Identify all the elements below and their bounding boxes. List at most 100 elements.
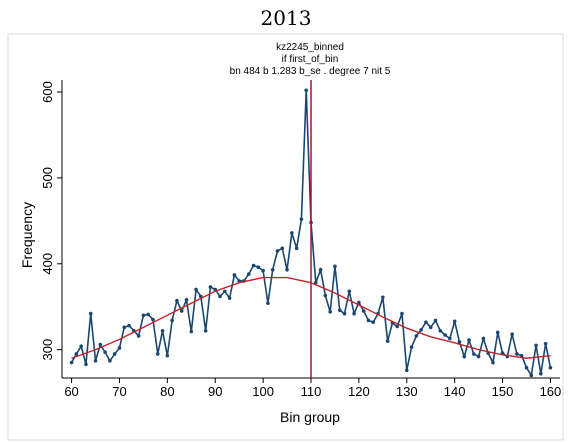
data-point [88,311,93,316]
data-point [433,318,438,323]
data-point [189,329,194,334]
data-point [155,352,160,356]
data-point [543,341,548,346]
data-point [69,360,74,365]
y-tick-label: 400 [40,253,55,275]
data-point [203,328,208,333]
data-point [381,295,385,300]
data-point [515,352,519,356]
data-point [467,338,471,343]
data-point [519,353,524,358]
data-point [385,339,390,343]
data-point [294,246,299,251]
data-point [462,354,467,359]
x-tick-label: 80 [160,384,174,399]
data-point [151,317,155,322]
x-tick-label: 140 [444,384,466,399]
data-point [256,265,261,270]
data-point [443,333,447,337]
data-point [328,310,332,314]
data-point [438,328,443,333]
data-point [333,264,337,269]
data-point [404,368,409,373]
data-point [419,328,423,332]
x-axis-label: Bin group [280,409,340,425]
data-point [313,280,318,285]
x-tick-label: 160 [540,384,562,399]
data-point [529,373,534,378]
subtitle: bn 484 b 1.283 b_se . degree 7 nit 5 [230,66,391,77]
data-point [424,320,428,324]
chart-title: 2013 [261,6,312,30]
data-point [299,217,304,221]
data-point [481,336,486,341]
data-point [428,325,433,330]
data-point [524,365,529,370]
data-point [218,294,222,299]
subtitle: if first_of_bin [282,54,339,65]
data-point [251,263,256,268]
data-point [146,312,150,317]
data-point [347,289,352,294]
data-point [495,330,500,335]
x-tick-label: 70 [112,384,126,399]
data-point [103,350,107,355]
data-point [448,336,452,341]
data-point [280,246,285,251]
y-tick-label: 500 [40,167,55,189]
data-point [74,352,79,356]
data-point [510,332,514,337]
data-point [136,334,141,338]
data-point [84,362,88,367]
data-point [127,323,131,328]
data-point [476,354,481,359]
data-point [337,308,342,312]
data-point [290,231,294,235]
y-axis-label: Frequency [19,202,35,268]
x-tick-label: 150 [492,384,514,399]
x-tick-label: 130 [396,384,418,399]
data-point [108,359,112,363]
data-point [318,267,323,272]
data-point [141,313,146,318]
data-point [371,320,376,324]
data-point [534,343,538,348]
data-point [227,296,232,300]
data-point [275,249,280,253]
data-point [285,267,289,272]
y-tick-label: 600 [40,81,55,103]
data-point [539,371,543,376]
data-point [122,325,127,330]
data-point [357,300,361,305]
data-point [452,319,457,324]
x-tick-label: 100 [252,384,274,399]
x-tick-label: 90 [208,384,222,399]
plot-frame [7,33,564,441]
data-point [366,318,371,323]
data-point [160,328,165,333]
data-point [323,293,328,298]
y-tick-label: 300 [40,339,55,361]
x-tick-label: 120 [348,384,370,399]
data-point [414,334,419,338]
data-point [266,301,270,306]
data-point [342,311,347,316]
data-point [98,342,103,347]
data-point [194,287,198,292]
data-point [472,352,476,356]
data-point [400,311,404,316]
data-point [175,298,179,303]
data-point [261,268,265,273]
data-point [232,273,237,277]
data-point [409,345,414,349]
data-point [270,267,275,272]
data-point [165,353,170,358]
data-point [361,309,366,313]
data-point [79,344,83,349]
data-point [112,352,117,356]
data-point [184,298,189,302]
data-point [395,324,399,329]
data-point [179,309,184,313]
data-point [223,289,227,294]
